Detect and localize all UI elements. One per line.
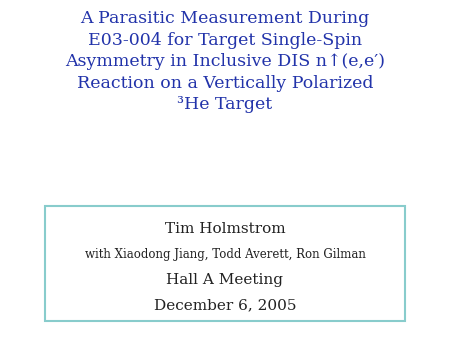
Text: Tim Holmstrom: Tim Holmstrom bbox=[165, 222, 285, 236]
FancyBboxPatch shape bbox=[45, 206, 405, 321]
Text: A Parasitic Measurement During
E03-004 for Target Single-Spin
Asymmetry in Inclu: A Parasitic Measurement During E03-004 f… bbox=[65, 10, 385, 113]
Text: with Xiaodong Jiang, Todd Averett, Ron Gilman: with Xiaodong Jiang, Todd Averett, Ron G… bbox=[85, 248, 365, 261]
Text: Hall A Meeting: Hall A Meeting bbox=[166, 273, 284, 287]
Text: December 6, 2005: December 6, 2005 bbox=[154, 298, 296, 312]
